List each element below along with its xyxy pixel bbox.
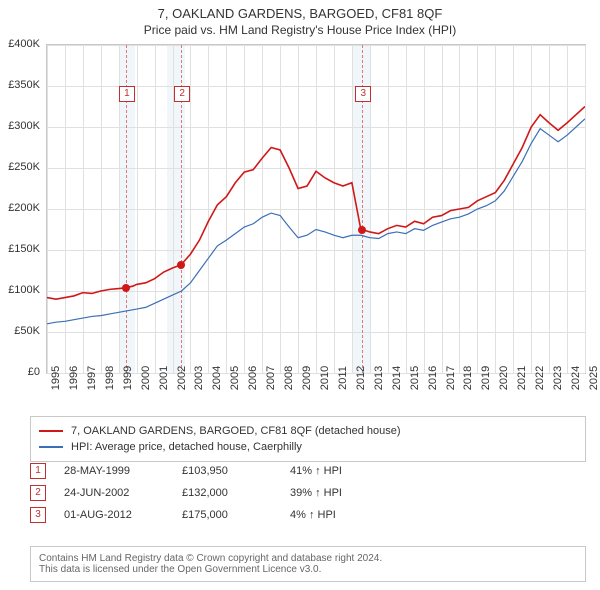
y-tick-label: £0 bbox=[0, 366, 40, 378]
sale-dot-icon bbox=[122, 284, 130, 292]
x-tick-label: 2004 bbox=[211, 366, 223, 390]
x-tick-label: 2025 bbox=[588, 366, 600, 390]
x-tick-label: 2006 bbox=[247, 366, 259, 390]
sale-dot-icon bbox=[177, 261, 185, 269]
x-tick-label: 2018 bbox=[462, 366, 474, 390]
legend-label: HPI: Average price, detached house, Caer… bbox=[71, 441, 302, 453]
legend-swatch bbox=[39, 430, 63, 432]
guide-marker-icon: 3 bbox=[355, 86, 371, 102]
footer-line: Contains HM Land Registry data © Crown c… bbox=[39, 553, 577, 564]
sale-hpi: 39% ↑ HPI bbox=[290, 487, 380, 499]
sale-price: £103,950 bbox=[182, 465, 272, 477]
sale-marker-icon: 3 bbox=[30, 507, 46, 523]
y-tick-label: £300K bbox=[0, 120, 40, 132]
page-title: 7, OAKLAND GARDENS, BARGOED, CF81 8QF bbox=[0, 0, 600, 21]
sale-date: 28-MAY-1999 bbox=[64, 465, 164, 477]
legend-swatch bbox=[39, 446, 63, 448]
x-tick-label: 2024 bbox=[570, 366, 582, 390]
sale-price: £175,000 bbox=[182, 509, 272, 521]
y-tick-label: £350K bbox=[0, 79, 40, 91]
x-tick-label: 1999 bbox=[122, 366, 134, 390]
x-tick-label: 2013 bbox=[373, 366, 385, 390]
sale-date: 01-AUG-2012 bbox=[64, 509, 164, 521]
x-tick-label: 2009 bbox=[301, 366, 313, 390]
x-tick-label: 2019 bbox=[480, 366, 492, 390]
sale-row: 2 24-JUN-2002 £132,000 39% ↑ HPI bbox=[30, 482, 586, 504]
x-tick-label: 1997 bbox=[86, 366, 98, 390]
sale-marker-icon: 2 bbox=[30, 485, 46, 501]
page-subtitle: Price paid vs. HM Land Registry's House … bbox=[0, 21, 600, 37]
y-tick-label: £250K bbox=[0, 161, 40, 173]
x-tick-label: 2014 bbox=[391, 366, 403, 390]
x-tick-label: 1996 bbox=[68, 366, 80, 390]
x-tick-label: 2015 bbox=[409, 366, 421, 390]
x-tick-label: 2007 bbox=[265, 366, 277, 390]
y-tick-label: £50K bbox=[0, 325, 40, 337]
x-tick-label: 2022 bbox=[534, 366, 546, 390]
x-tick-label: 2016 bbox=[427, 366, 439, 390]
sale-dot-icon bbox=[358, 226, 366, 234]
x-tick-label: 2000 bbox=[140, 366, 152, 390]
sale-date: 24-JUN-2002 bbox=[64, 487, 164, 499]
x-tick-label: 1995 bbox=[50, 366, 62, 390]
guide-marker-icon: 2 bbox=[174, 86, 190, 102]
legend-item: 7, OAKLAND GARDENS, BARGOED, CF81 8QF (d… bbox=[39, 423, 577, 439]
y-tick-label: £200K bbox=[0, 202, 40, 214]
sale-price: £132,000 bbox=[182, 487, 272, 499]
sale-hpi: 41% ↑ HPI bbox=[290, 465, 380, 477]
x-tick-label: 2010 bbox=[319, 366, 331, 390]
sale-row: 3 01-AUG-2012 £175,000 4% ↑ HPI bbox=[30, 504, 586, 526]
x-tick-label: 2008 bbox=[283, 366, 295, 390]
chart-plot-area: 1 2 3 bbox=[46, 44, 586, 374]
x-tick-label: 1998 bbox=[104, 366, 116, 390]
legend-label: 7, OAKLAND GARDENS, BARGOED, CF81 8QF (d… bbox=[71, 425, 401, 437]
sale-row: 1 28-MAY-1999 £103,950 41% ↑ HPI bbox=[30, 460, 586, 482]
x-tick-label: 2005 bbox=[229, 366, 241, 390]
x-tick-label: 2003 bbox=[193, 366, 205, 390]
y-tick-label: £150K bbox=[0, 243, 40, 255]
x-tick-label: 2020 bbox=[498, 366, 510, 390]
x-tick-label: 2012 bbox=[355, 366, 367, 390]
x-tick-label: 2017 bbox=[445, 366, 457, 390]
sales-list: 1 28-MAY-1999 £103,950 41% ↑ HPI 2 24-JU… bbox=[30, 460, 586, 526]
x-tick-label: 2011 bbox=[337, 366, 349, 390]
footer-box: Contains HM Land Registry data © Crown c… bbox=[30, 546, 586, 582]
guide-marker-icon: 1 bbox=[119, 86, 135, 102]
legend-item: HPI: Average price, detached house, Caer… bbox=[39, 439, 577, 455]
sale-hpi: 4% ↑ HPI bbox=[290, 509, 380, 521]
x-tick-label: 2001 bbox=[158, 366, 170, 390]
sale-marker-icon: 1 bbox=[30, 463, 46, 479]
legend-box: 7, OAKLAND GARDENS, BARGOED, CF81 8QF (d… bbox=[30, 416, 586, 462]
footer-line: This data is licensed under the Open Gov… bbox=[39, 564, 577, 575]
x-tick-label: 2021 bbox=[516, 366, 528, 390]
x-tick-label: 2023 bbox=[552, 366, 564, 390]
y-tick-label: £400K bbox=[0, 38, 40, 50]
x-tick-label: 2002 bbox=[176, 366, 188, 390]
y-tick-label: £100K bbox=[0, 284, 40, 296]
